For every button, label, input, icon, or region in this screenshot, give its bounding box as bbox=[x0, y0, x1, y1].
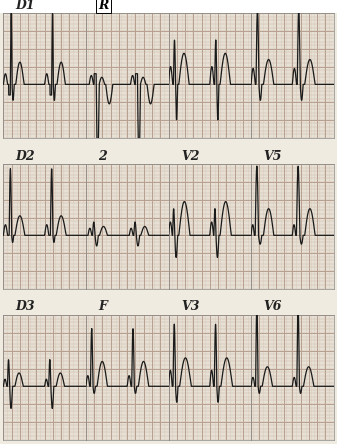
Text: R: R bbox=[98, 0, 109, 12]
Text: D3: D3 bbox=[16, 301, 35, 313]
Text: F: F bbox=[98, 301, 107, 313]
Text: V6: V6 bbox=[264, 301, 282, 313]
Text: V5: V5 bbox=[264, 150, 282, 163]
Text: V3: V3 bbox=[181, 301, 200, 313]
Text: 2: 2 bbox=[98, 150, 107, 163]
Text: V2: V2 bbox=[181, 150, 200, 163]
Text: D2: D2 bbox=[16, 150, 35, 163]
Text: D1: D1 bbox=[16, 0, 35, 12]
